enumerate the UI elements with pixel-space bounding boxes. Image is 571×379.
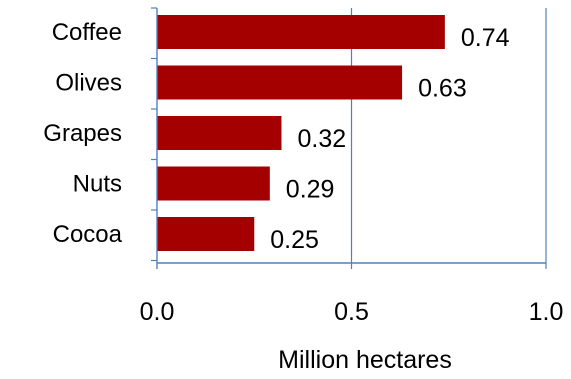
tick-labels: 0.0 0.5 1.0 xyxy=(140,298,564,326)
bar-nuts xyxy=(157,166,270,201)
gridlines xyxy=(350,8,547,269)
data-label-nuts: 0.29 xyxy=(286,176,335,204)
bars xyxy=(157,15,445,251)
data-labels: 0.74 0.63 0.32 0.29 0.25 xyxy=(270,24,509,254)
category-label-cocoa: Cocoa xyxy=(53,221,123,248)
axes xyxy=(151,7,546,269)
bar-coffee xyxy=(157,15,445,49)
bar-cocoa xyxy=(157,217,255,251)
data-label-cocoa: 0.25 xyxy=(270,226,319,254)
data-label-olives: 0.63 xyxy=(418,75,467,103)
category-label-nuts: Nuts xyxy=(73,171,122,198)
x-axis-title: Million hectares xyxy=(278,346,452,374)
data-label-grapes: 0.32 xyxy=(297,125,346,153)
x-tick-label-2: 1.0 xyxy=(529,298,564,326)
x-tick-label-1: 0.5 xyxy=(334,298,369,326)
data-label-coffee: 0.74 xyxy=(461,24,510,52)
bar-grapes xyxy=(157,116,282,150)
category-label-coffee: Coffee xyxy=(52,19,122,46)
bar-olives xyxy=(157,65,403,100)
category-labels: Coffee Olives Grapes Nuts Cocoa xyxy=(43,19,122,248)
x-tick-label-0: 0.0 xyxy=(140,298,175,326)
category-label-grapes: Grapes xyxy=(43,120,122,147)
category-label-olives: Olives xyxy=(55,70,122,97)
